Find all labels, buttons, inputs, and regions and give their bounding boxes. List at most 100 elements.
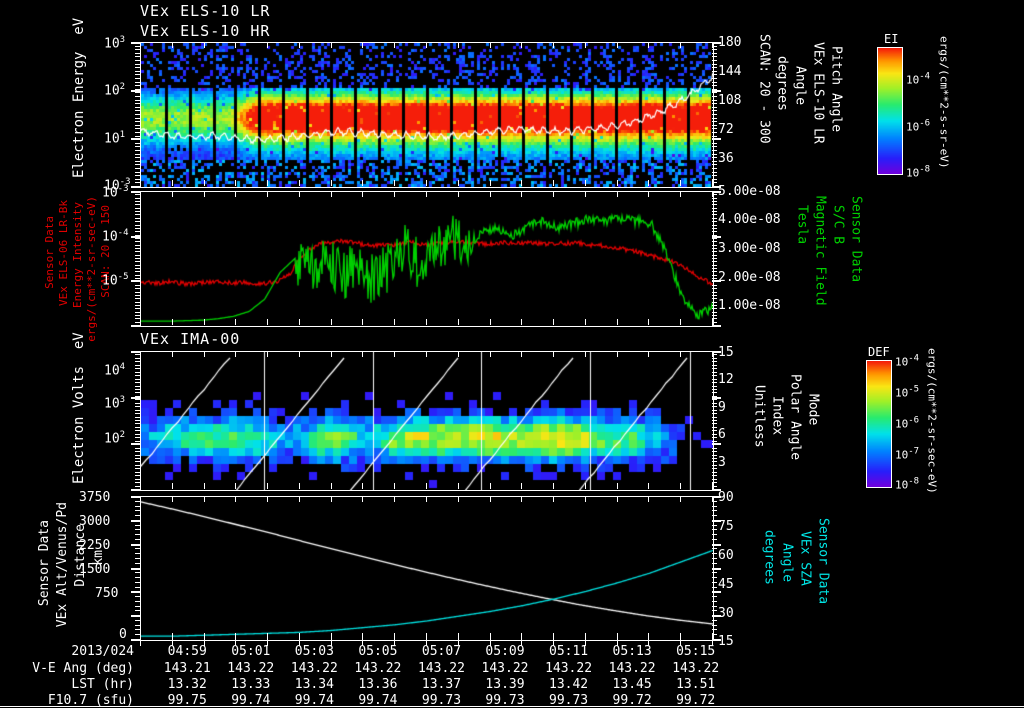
ytick-minor-right-p3 bbox=[712, 629, 717, 630]
xtick-top-p2 bbox=[648, 351, 649, 357]
ytick-minor-right-p1 bbox=[712, 261, 717, 262]
ytick-minor-right-p2 bbox=[712, 430, 717, 431]
panel4-ytick-3750: 3750 bbox=[79, 490, 111, 505]
xtick-top-p2 bbox=[331, 351, 332, 357]
panel4-left-axis-alt: VEx Alt/Venus/Pd bbox=[55, 502, 70, 627]
panel1-right-units: degrees bbox=[774, 56, 790, 111]
panel2-right-tick-5: 5.00e-08 bbox=[718, 184, 781, 199]
footer-cell-time-8: 05:15 bbox=[676, 644, 716, 659]
ytick-minor-left-p1 bbox=[135, 245, 140, 246]
panel2-left-l0: Sensor Data bbox=[43, 216, 56, 289]
colorbar2-tick-1e-5: 10-5 bbox=[895, 384, 920, 400]
ytick-minor-left-p1 bbox=[135, 235, 140, 236]
ytick-minor-right-p1 bbox=[712, 225, 717, 226]
xtick-bottom-p0 bbox=[458, 180, 459, 186]
xtick-top-p0 bbox=[521, 42, 522, 48]
xtick-top-p0 bbox=[490, 42, 491, 48]
ytick-minor-right-p0 bbox=[712, 100, 717, 101]
ytick-minor-left-p0 bbox=[135, 74, 140, 75]
ytick-minor-right-p0 bbox=[712, 172, 717, 173]
ytick-minor-right-p0 bbox=[712, 168, 717, 169]
ytick-minor-right-p0 bbox=[712, 53, 717, 54]
footer-cell-time-3: 05:05 bbox=[358, 644, 398, 659]
xtick-bottom-p3 bbox=[553, 633, 554, 639]
colorbar2 bbox=[866, 360, 892, 488]
xtick-bottom-p1 bbox=[426, 319, 427, 325]
ytick-major-right-p3 bbox=[712, 615, 721, 617]
panel3-ytick-1e3: 103 bbox=[104, 395, 126, 412]
ytick-minor-left-p2 bbox=[135, 396, 140, 397]
ytick-minor-right-p1 bbox=[712, 245, 717, 246]
ytick-minor-right-p2 bbox=[712, 406, 717, 407]
xtick-top-p3 bbox=[521, 496, 522, 502]
footer-cell-ve_ang-2: 143.22 bbox=[290, 661, 338, 676]
xtick-top-p0 bbox=[458, 42, 459, 48]
ytick-minor-left-p1 bbox=[135, 308, 140, 309]
panel2-right-l0: Sensor Data bbox=[848, 196, 864, 283]
xtick-top-p3 bbox=[490, 496, 491, 502]
xtick-bottom-p1 bbox=[267, 319, 268, 325]
panel3-title: VEx IMA-00 bbox=[140, 330, 241, 348]
colorbar2-title: DEF bbox=[868, 345, 890, 359]
xtick-bottom-p3 bbox=[394, 633, 395, 639]
panel3-right-l1: Polar Angle bbox=[787, 374, 803, 461]
ytick-major-right-p1 bbox=[712, 325, 721, 327]
xtick-bottom-p1 bbox=[617, 319, 618, 325]
ytick-minor-right-p1 bbox=[712, 201, 717, 202]
xtick-bottom-p2 bbox=[235, 483, 236, 489]
ytick-minor-left-p1 bbox=[135, 261, 140, 262]
ytick-minor-right-p3 bbox=[712, 501, 717, 502]
ytick-minor-left-p2 bbox=[135, 417, 140, 418]
xtick-bottom-p2 bbox=[553, 483, 554, 489]
ytick-minor-left-p2 bbox=[135, 386, 140, 387]
xtick-bottom-axis bbox=[235, 639, 236, 646]
panel3-right-l3: Unitless bbox=[751, 385, 767, 448]
ytick-major-left-p2 bbox=[131, 443, 140, 445]
ytick-minor-right-p1 bbox=[712, 298, 717, 299]
ytick-minor-right-p3 bbox=[712, 610, 717, 611]
ytick-minor-right-p0 bbox=[712, 107, 717, 108]
panel2-right-tick-2: 2.00e-08 bbox=[718, 270, 781, 285]
footer-cell-ve_ang-8: 143.22 bbox=[672, 661, 720, 676]
panel3-right-l0: Mode bbox=[805, 394, 821, 426]
ytick-minor-left-p2 bbox=[135, 420, 140, 421]
xtick-bottom-p0 bbox=[204, 180, 205, 186]
ytick-minor-right-p3 bbox=[712, 582, 717, 583]
ytick-minor-left-p0 bbox=[135, 67, 140, 68]
ytick-minor-left-p2 bbox=[135, 354, 140, 355]
panel1-left-axis-label: Electron Energy eV bbox=[71, 18, 87, 178]
ytick-minor-right-p0 bbox=[712, 146, 717, 147]
xtick-top-p0 bbox=[362, 42, 363, 48]
ytick-minor-left-p1 bbox=[135, 265, 140, 266]
panel4-left-axis-distance: Distance bbox=[73, 524, 88, 587]
ytick-minor-right-p0 bbox=[712, 157, 717, 158]
xtick-top-p3 bbox=[299, 496, 300, 502]
xtick-bottom-p2 bbox=[458, 483, 459, 489]
ytick-minor-right-p1 bbox=[712, 228, 717, 229]
ytick-minor-left-p1 bbox=[135, 302, 140, 303]
panel3-left-axis-label: Electron Volts eV bbox=[71, 332, 87, 484]
colorbar1 bbox=[877, 47, 903, 175]
ytick-minor-right-p0 bbox=[712, 114, 717, 115]
ytick-minor-left-p1 bbox=[135, 292, 140, 293]
panel4-right-tick-60: 60 bbox=[718, 548, 734, 563]
xtick-bottom-p2 bbox=[140, 483, 141, 489]
ytick-minor-left-p1 bbox=[135, 312, 140, 313]
panel2-left-l3: ergs/(cm**2-sr-sec-eV) bbox=[85, 196, 98, 342]
colorbar1-tick-1e-4: 10-4 bbox=[906, 71, 931, 87]
ytick-minor-left-p3 bbox=[135, 506, 140, 507]
ytick-minor-left-p2 bbox=[135, 479, 140, 480]
footer-cell-lst-2: 13.34 bbox=[294, 677, 334, 692]
xtick-top-p0 bbox=[648, 42, 649, 48]
panel4-right-l3: degrees bbox=[761, 530, 777, 585]
ytick-minor-left-p2 bbox=[135, 410, 140, 411]
panel3-right-axis-unitless: Unitless bbox=[751, 385, 767, 448]
ytick-minor-left-p0 bbox=[135, 64, 140, 65]
footer-cell-f107-1: 99.74 bbox=[231, 693, 271, 708]
xtick-bottom-p3 bbox=[235, 633, 236, 639]
ytick-minor-right-p1 bbox=[712, 322, 717, 323]
xtick-bottom-axis bbox=[617, 639, 618, 646]
footer-cell-time-0: 04:59 bbox=[167, 644, 207, 659]
panel1-title-hr: VEx ELS-10 HR bbox=[140, 22, 271, 40]
panel2-ytick-1e-5: 10-5 bbox=[102, 272, 129, 289]
